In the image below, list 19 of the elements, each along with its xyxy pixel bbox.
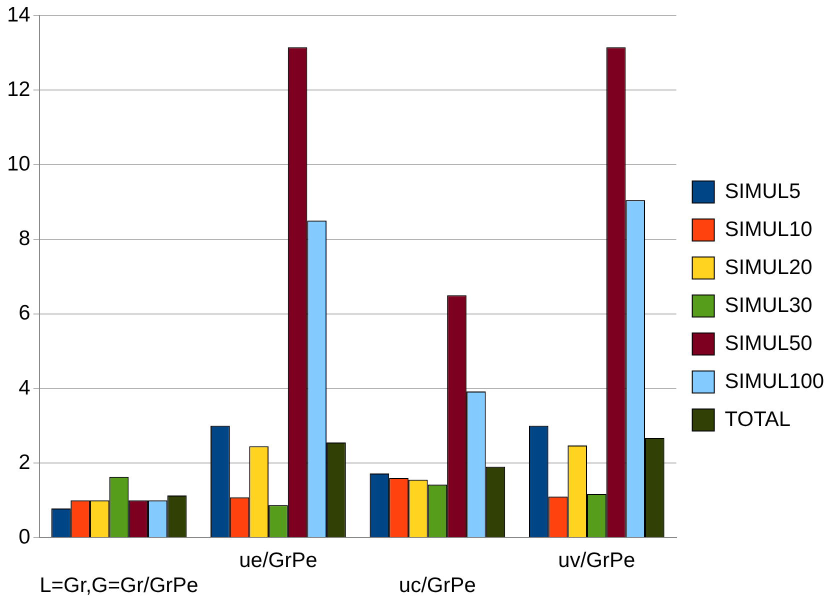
y-tick-label: 8 bbox=[18, 227, 30, 250]
x-tick-label: uv/GrPe bbox=[558, 548, 636, 572]
legend-label: SIMUL50 bbox=[724, 332, 812, 355]
legend-label: SIMUL20 bbox=[724, 256, 812, 279]
legend-label: TOTAL bbox=[724, 408, 791, 431]
x-tick-label: ue/GrPe bbox=[239, 548, 318, 572]
x-tick-label: uc/GrPe bbox=[398, 574, 476, 598]
legend-label: SIMUL30 bbox=[724, 294, 812, 317]
legend-label: SIMUL10 bbox=[724, 218, 812, 241]
y-tick-label: 6 bbox=[18, 302, 30, 325]
y-tick-label: 4 bbox=[18, 376, 31, 400]
legend-label: SIMUL100 bbox=[724, 370, 824, 393]
y-tick-label: 0 bbox=[18, 525, 30, 548]
y-tick-label: 10 bbox=[7, 152, 30, 176]
y-tick-label: 2 bbox=[18, 450, 30, 474]
y-tick-label: 14 bbox=[7, 3, 31, 26]
y-tick-label: 12 bbox=[7, 78, 30, 101]
legend-label: SIMUL5 bbox=[724, 180, 801, 203]
x-tick-label: L=Gr,G=Gr/GrPe bbox=[40, 574, 198, 598]
